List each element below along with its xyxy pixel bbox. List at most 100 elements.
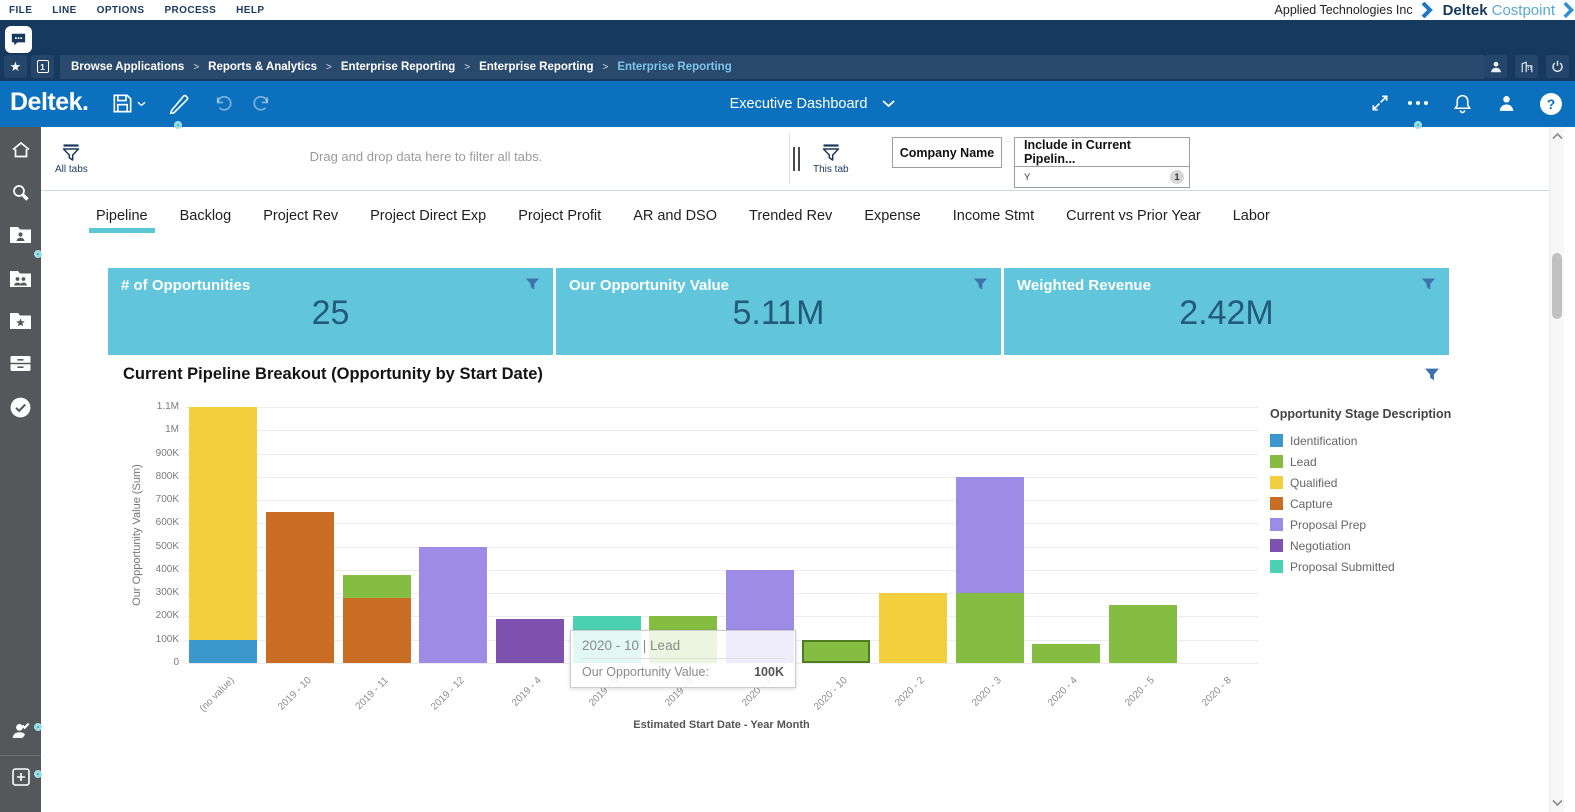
breadcrumb-item[interactable]: Enterprise Reporting	[479, 61, 594, 73]
notifications-bell-icon[interactable]	[1452, 93, 1473, 114]
user-icon[interactable]	[1484, 55, 1507, 78]
bar-no-value[interactable]	[189, 407, 258, 663]
bar-segment-lead[interactable]	[802, 639, 871, 663]
tab-project-rev[interactable]: Project Rev	[263, 207, 339, 224]
kpi-filter-icon[interactable]	[1421, 277, 1436, 292]
menu-item-process[interactable]: PROCESS	[164, 4, 217, 16]
tab-trended-rev[interactable]: Trended Rev	[749, 207, 833, 224]
coach-dot[interactable]	[1414, 121, 1422, 129]
filter-chip-include-in-current-pipeline[interactable]: Include in Current Pipelin... Y 1	[1014, 137, 1190, 188]
kpi-filter-icon[interactable]	[525, 277, 540, 292]
bar-segment-capture[interactable]	[342, 597, 411, 663]
bar-2019-4[interactable]	[495, 618, 564, 663]
bar-segment-negotiation[interactable]	[495, 618, 564, 663]
breadcrumb-item[interactable]: Browse Applications	[71, 61, 185, 73]
tab-labor[interactable]: Labor	[1232, 207, 1270, 224]
bar-segment-proposal-prep[interactable]	[955, 476, 1024, 594]
home-icon[interactable]	[0, 139, 41, 161]
search-icon[interactable]	[0, 182, 41, 204]
coach-dot[interactable]	[34, 770, 42, 778]
breadcrumb-item[interactable]: Enterprise Reporting	[617, 61, 732, 73]
bar-segment-lead[interactable]	[1109, 604, 1178, 663]
bar-2020-10[interactable]	[802, 639, 871, 663]
tab-income-stmt[interactable]: Income Stmt	[952, 207, 1035, 224]
breadcrumb-item[interactable]: Reports & Analytics	[208, 61, 318, 73]
organizer-icon[interactable]	[0, 354, 41, 373]
gridline	[185, 453, 1258, 455]
company-icon[interactable]	[1515, 55, 1538, 78]
kpi-filter-icon[interactable]	[973, 277, 988, 292]
dashboard-selector[interactable]: Executive Dashboard	[730, 81, 896, 127]
menu-item-line[interactable]: LINE	[52, 4, 77, 16]
coach-dot[interactable]	[34, 250, 42, 258]
coach-dot[interactable]	[174, 121, 182, 129]
chat-icon[interactable]	[5, 26, 32, 53]
bar-segment-proposal-prep[interactable]	[419, 546, 488, 663]
bar-segment-lead[interactable]	[1032, 644, 1101, 663]
projects-folder-icon[interactable]	[0, 225, 41, 244]
legend-item-proposal-submitted[interactable]: Proposal Submitted	[1270, 556, 1520, 577]
bar-2019-10[interactable]	[265, 511, 334, 663]
bar-segment-identification[interactable]	[189, 639, 258, 663]
bar-segment-lead[interactable]	[342, 574, 411, 598]
legend-item-proposal-prep[interactable]: Proposal Prep	[1270, 514, 1520, 535]
save-button[interactable]	[112, 93, 146, 114]
tab-project-profit[interactable]: Project Profit	[518, 207, 602, 224]
bar-2020-2[interactable]	[879, 593, 948, 663]
bar-2020-4[interactable]	[1032, 644, 1101, 663]
user-profile-icon[interactable]	[1496, 93, 1517, 114]
bar-2019-11[interactable]	[342, 574, 411, 663]
pane-resize-handle[interactable]	[793, 147, 800, 171]
kpi-card-our-opportunity-value: Our Opportunity Value 5.11M	[556, 268, 1001, 355]
favorites-folder-icon[interactable]	[0, 311, 41, 330]
all-tabs-filter-button[interactable]: All tabs	[55, 144, 88, 175]
tab-project-direct-exp[interactable]: Project Direct Exp	[370, 207, 487, 224]
this-tab-filter-button[interactable]: This tab	[813, 144, 849, 175]
menu-item-options[interactable]: OPTIONS	[96, 4, 145, 16]
people-folder-icon[interactable]	[0, 269, 41, 288]
undo-button[interactable]	[212, 93, 233, 114]
open-windows-icon[interactable]: 1	[31, 55, 54, 78]
edit-pencil-button[interactable]	[168, 93, 189, 114]
breadcrumb-item[interactable]: Enterprise Reporting	[340, 61, 456, 73]
bar-segment-qualified[interactable]	[879, 593, 948, 663]
user-tasks-icon[interactable]	[0, 719, 41, 742]
tab-bar: Pipeline Backlog Project Rev Project Direct…	[41, 191, 1549, 240]
bar-2020-3[interactable]	[955, 476, 1024, 663]
legend-item-qualified[interactable]: Qualified	[1270, 472, 1520, 493]
filter-chip-company-name[interactable]: Company Name	[892, 137, 1002, 168]
bar-segment-lead[interactable]	[955, 593, 1024, 663]
favorites-star-icon[interactable]: ★	[4, 55, 27, 78]
tab-current-vs-prior-year[interactable]: Current vs Prior Year	[1066, 207, 1201, 224]
scroll-up-icon[interactable]	[1550, 132, 1565, 140]
expand-icon[interactable]	[1370, 93, 1390, 113]
redo-button[interactable]	[252, 93, 273, 114]
legend-item-identification[interactable]: Identification	[1270, 430, 1520, 451]
tab-ar-and-dso[interactable]: AR and DSO	[633, 207, 718, 224]
tab-expense[interactable]: Expense	[864, 207, 921, 224]
vertical-scrollbar[interactable]	[1549, 127, 1564, 812]
tab-backlog[interactable]: Backlog	[179, 207, 232, 224]
legend-item-lead[interactable]: Lead	[1270, 451, 1520, 472]
approvals-icon[interactable]	[0, 396, 41, 419]
scrollbar-thumb[interactable]	[1552, 253, 1562, 319]
bar-segment-qualified[interactable]	[189, 407, 258, 640]
more-options-icon[interactable]	[1408, 101, 1428, 105]
scroll-down-icon[interactable]	[1550, 799, 1565, 807]
logout-power-icon[interactable]	[1546, 55, 1569, 78]
legend-item-capture[interactable]: Capture	[1270, 493, 1520, 514]
tab-pipeline[interactable]: Pipeline	[89, 194, 155, 238]
help-icon[interactable]: ?	[1540, 93, 1562, 115]
brand-costpoint: Costpoint	[1491, 1, 1555, 19]
filter-drop-zone[interactable]: Drag and drop data here to filter all ta…	[309, 149, 543, 164]
bar-segment-capture[interactable]	[265, 511, 334, 663]
bar-2019-12[interactable]	[419, 546, 488, 663]
coach-dot[interactable]	[34, 723, 42, 731]
chart-filter-icon[interactable]	[1424, 367, 1440, 383]
add-icon[interactable]	[0, 766, 41, 788]
menu-item-help[interactable]: HELP	[236, 4, 265, 16]
legend-item-negotiation[interactable]: Negotiation	[1270, 535, 1520, 556]
menu-item-file[interactable]: FILE	[9, 4, 33, 16]
bar-2020-5[interactable]	[1109, 604, 1178, 663]
